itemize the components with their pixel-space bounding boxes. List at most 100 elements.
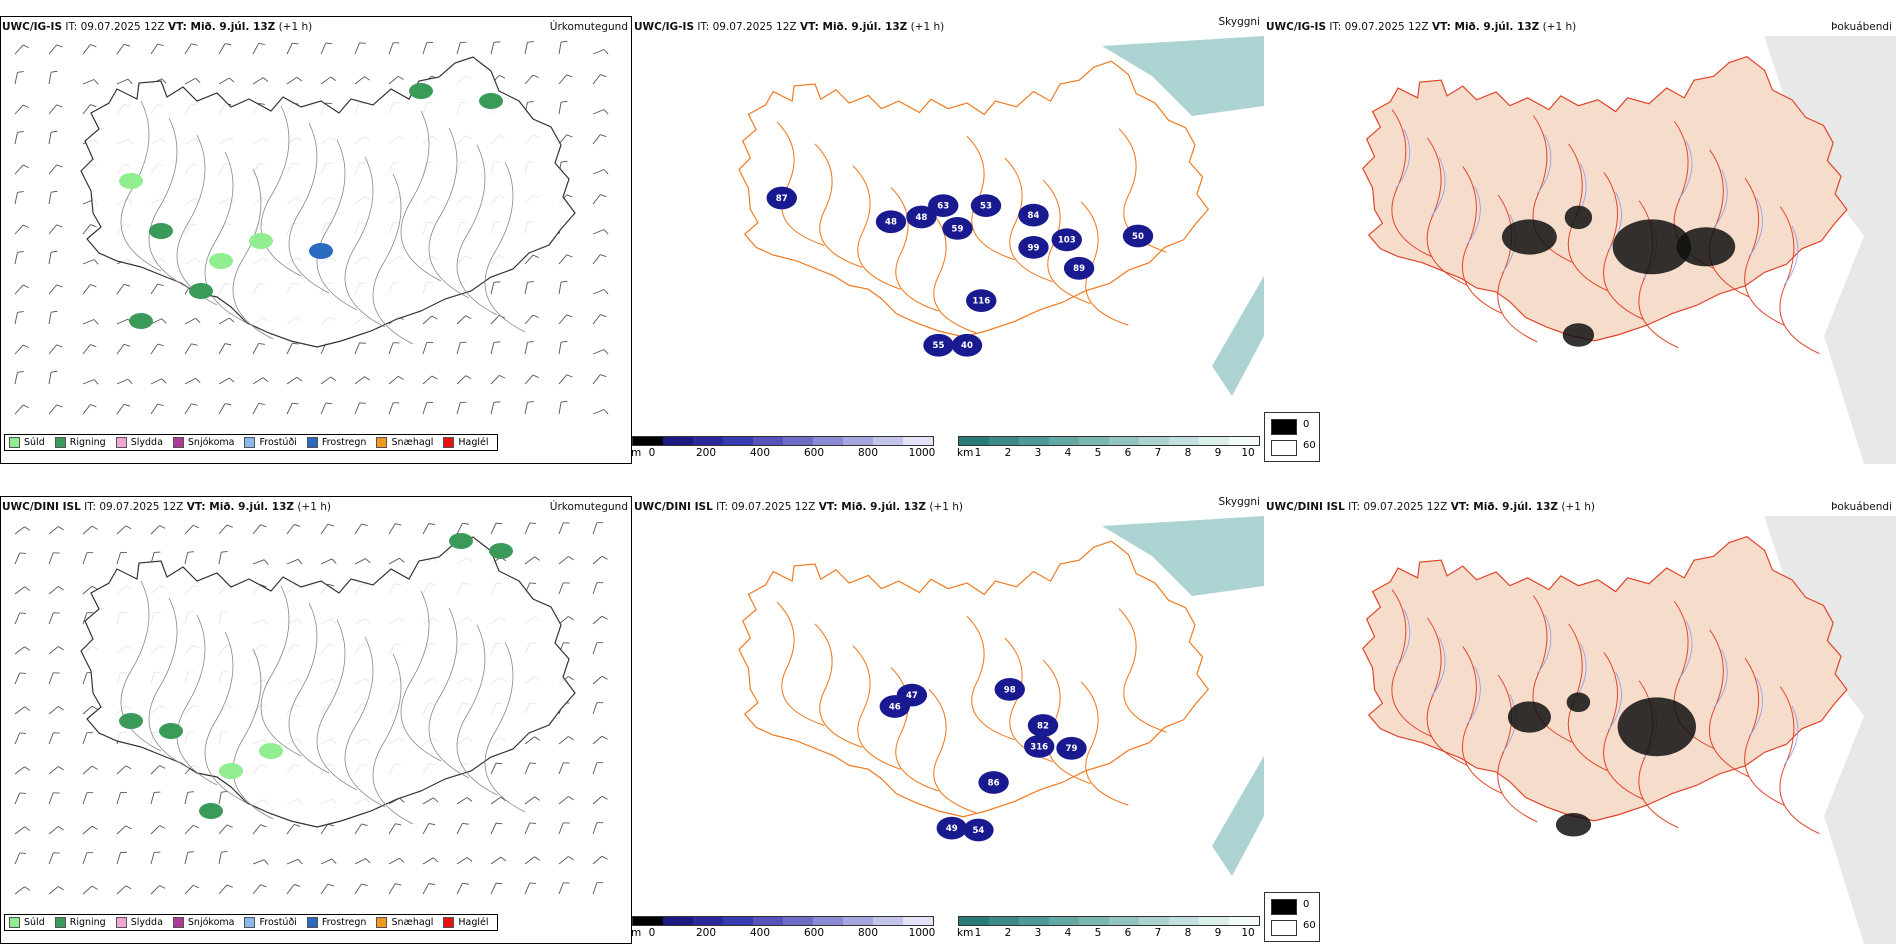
wind-barb-flag	[596, 522, 604, 524]
wind-barb-flag	[496, 882, 503, 885]
wind-barb-flag	[493, 41, 501, 43]
cloud-base-label: 116	[972, 296, 990, 306]
legend-swatch	[115, 917, 127, 928]
wind-barb-flag	[191, 343, 198, 346]
wind-barb-flag	[327, 883, 335, 887]
cloud-base-label: 50	[1132, 232, 1144, 242]
wind-barb-flag	[596, 642, 604, 644]
colorbar-segment	[843, 437, 873, 445]
wind-barb-shaft	[184, 377, 196, 385]
wind-barb	[252, 377, 269, 385]
low-cloud-area	[936, 816, 967, 840]
wind-barb-shaft	[252, 824, 261, 835]
wind-barb-shaft	[48, 672, 54, 685]
wind-barb	[558, 762, 570, 775]
wind-barb	[48, 370, 58, 385]
wind-barb	[14, 251, 24, 265]
wind-barb-flag	[294, 823, 301, 827]
inland-line	[344, 156, 386, 328]
wind-barb-shaft	[48, 404, 58, 415]
wind-barb-shaft	[150, 378, 162, 385]
inland-line	[400, 590, 442, 762]
panel-name: Úrkomutegund	[549, 501, 628, 513]
wind-barb-flag	[603, 109, 609, 115]
wind-barb-shaft	[422, 883, 430, 895]
colorbar-segment	[903, 437, 933, 445]
legend-label: Rigning	[69, 437, 106, 448]
river-line	[1466, 185, 1481, 246]
wind-barb-shaft	[286, 858, 299, 865]
wind-barb-shaft	[286, 76, 298, 85]
wind-barb-flag	[120, 851, 127, 853]
wind-barb-shaft	[150, 283, 159, 295]
wind-barb-flag	[568, 796, 574, 801]
wind-barb	[456, 522, 469, 535]
cloud-base-label: 316	[1030, 742, 1048, 752]
colorbar-segment	[1019, 917, 1049, 925]
wind-barb-shaft	[116, 765, 127, 775]
road-line	[1744, 177, 1785, 326]
wind-barb-flag	[395, 823, 402, 826]
wind-barb-shaft	[592, 702, 598, 715]
wind-barb	[82, 259, 99, 265]
colorbar-segment	[753, 437, 783, 445]
wind-barb	[252, 884, 267, 895]
wind-barb	[422, 42, 434, 55]
wind-barb-flag	[90, 284, 97, 288]
wind-barb-shaft	[286, 824, 295, 835]
wind-barb	[82, 732, 94, 745]
wind-barb	[558, 882, 570, 895]
river-line	[1783, 226, 1799, 286]
wind-barb	[524, 822, 537, 835]
wind-barb-shaft	[456, 375, 466, 385]
wind-barb-shaft	[592, 169, 605, 175]
cloud-base-label: 40	[961, 341, 973, 351]
colorbar-segment	[1199, 917, 1229, 925]
wind-barb	[116, 403, 131, 415]
wind-barb-flag	[161, 318, 167, 324]
wind-barb-flag	[601, 615, 608, 620]
wind-barb-flag	[187, 551, 195, 553]
wind-barb-flag	[187, 791, 195, 793]
colorbar-segment	[1139, 437, 1169, 445]
valid-time: VT: Mið. 9.júl. 13Z	[799, 21, 908, 33]
wind-barb	[524, 736, 541, 745]
wind-barb-flag	[361, 523, 368, 526]
road-line	[1497, 674, 1538, 823]
wind-barb-shaft	[82, 852, 88, 865]
wind-barb-flag	[499, 74, 506, 79]
fog-panel-row2: UWC/DINI ISL IT: 09.07.2025 12Z VT: Mið.…	[1264, 492, 1900, 944]
wind-barb	[388, 342, 400, 355]
wind-barb-shaft	[592, 642, 598, 655]
wind-barb-shaft	[82, 525, 93, 535]
wind-barb	[558, 74, 573, 85]
panel-title: UWC/IG-IS IT: 09.07.2025 12Z VT: Mið. 9.…	[634, 21, 944, 33]
fog-map	[1362, 516, 1896, 944]
wind-barb	[82, 792, 94, 805]
wind-barb	[320, 558, 337, 565]
wind-barb	[592, 882, 604, 895]
wind-barb-shaft	[422, 42, 428, 55]
wind-barb	[490, 762, 503, 775]
wind-barb	[252, 859, 269, 865]
fog-panel-row1: UWC/IG-IS IT: 09.07.2025 12Z VT: Mið. 9.…	[1264, 12, 1900, 464]
wind-barb-flag	[292, 342, 299, 345]
low-cloud-area	[928, 194, 959, 218]
wind-barb	[456, 375, 472, 385]
wind-barb	[558, 556, 574, 565]
river-line	[1536, 614, 1552, 675]
wind-barb	[320, 402, 333, 415]
wind-barb-flag	[154, 791, 161, 793]
wind-barb	[48, 646, 64, 655]
river-line	[1713, 169, 1728, 229]
wind-barb-shaft	[456, 315, 466, 325]
legend-swatch	[443, 917, 455, 928]
wind-barb	[388, 823, 402, 835]
wind-barb-flag	[527, 101, 534, 103]
colorbar-segment	[1139, 917, 1169, 925]
inland-line	[232, 648, 274, 820]
colorbar-segment	[633, 917, 663, 925]
wind-barb-shaft	[558, 42, 562, 55]
wind-barb-flag	[19, 672, 27, 674]
wind-barb-shaft	[592, 522, 598, 535]
